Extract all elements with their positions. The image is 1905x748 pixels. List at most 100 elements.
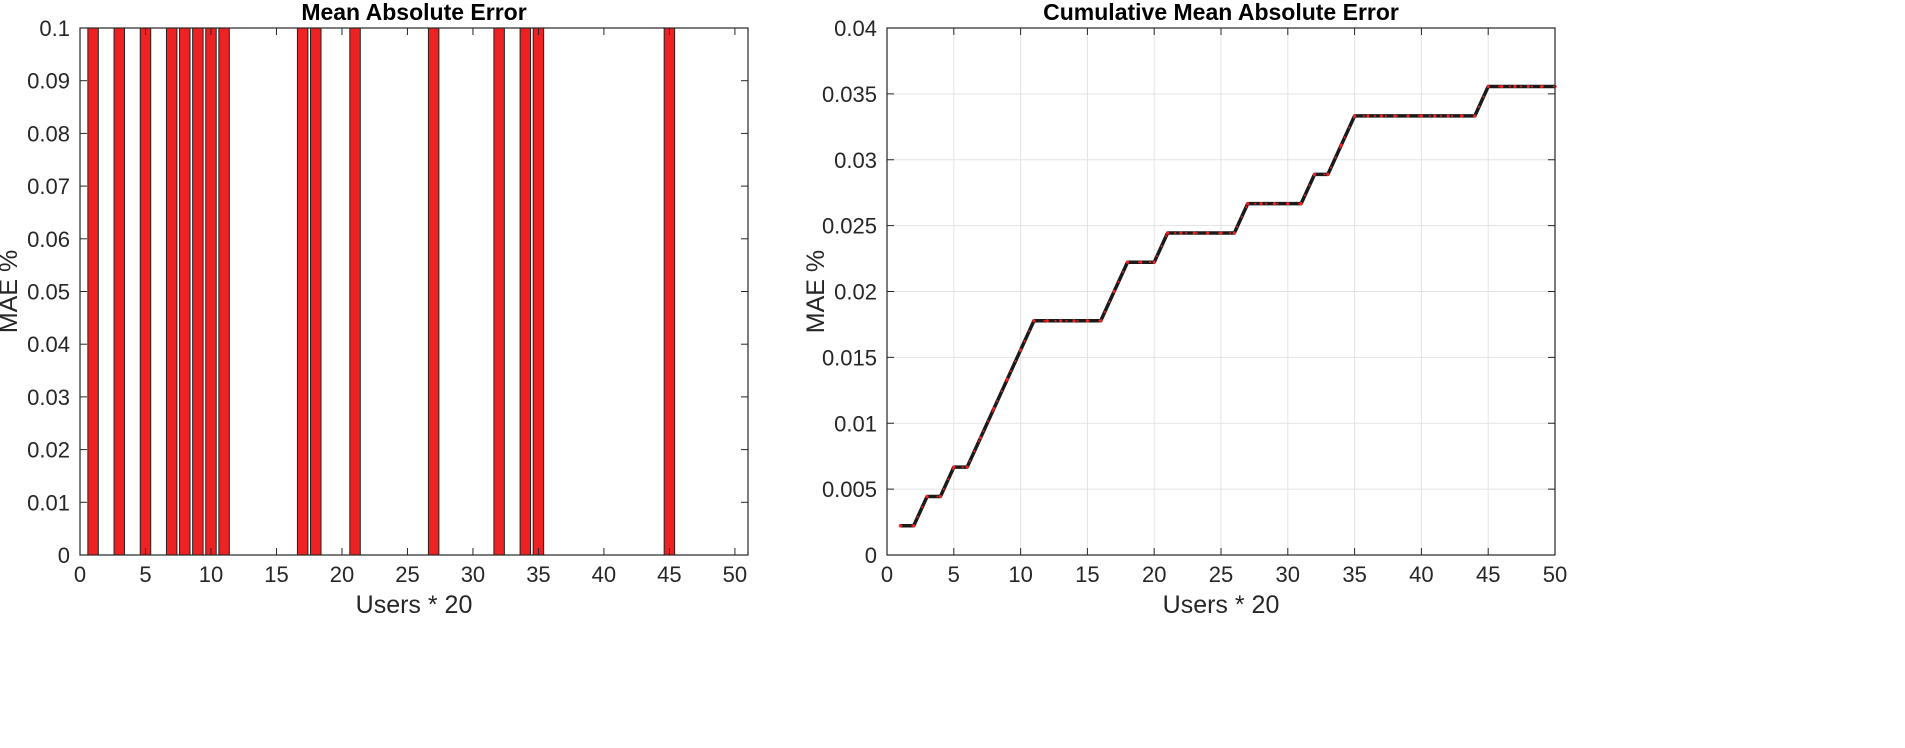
data-point xyxy=(978,436,983,440)
x-axis-label: Users * 20 xyxy=(1163,591,1280,619)
bar-mark xyxy=(296,27,309,556)
data-point xyxy=(1246,202,1250,206)
data-point xyxy=(1032,319,1036,323)
plot-area xyxy=(80,28,748,555)
bar-mark xyxy=(532,27,545,556)
y-tick-label: 0.025 xyxy=(822,214,877,239)
bar-mark xyxy=(663,27,676,556)
data-point xyxy=(992,407,996,411)
data-point xyxy=(1005,377,1009,381)
y-tick-label: 0.03 xyxy=(834,148,877,173)
y-tick-label: 0.04 xyxy=(27,332,70,357)
y-axis-label: MAE % xyxy=(0,250,23,333)
data-point xyxy=(1192,231,1196,235)
data-point xyxy=(898,524,902,528)
x-tick-label: 15 xyxy=(1075,562,1099,587)
data-point xyxy=(1045,319,1049,323)
data-point xyxy=(1473,114,1477,118)
y-tick-label: 0 xyxy=(58,543,70,568)
y-tick-label: 0.015 xyxy=(822,345,877,370)
x-tick-label: 30 xyxy=(1276,562,1300,587)
bar-mark xyxy=(349,27,361,556)
x-tick-label: 20 xyxy=(330,562,354,587)
y-tick-label: 0.1 xyxy=(39,16,70,41)
bar-mark xyxy=(87,27,99,556)
data-point xyxy=(1059,319,1063,323)
data-point xyxy=(1299,202,1303,206)
x-axis-label: Users * 20 xyxy=(356,591,473,619)
data-point xyxy=(938,494,943,499)
x-tick-label: 20 xyxy=(1142,562,1166,587)
series-line xyxy=(900,84,1555,528)
data-point xyxy=(1433,114,1437,118)
x-tick-label: 5 xyxy=(948,562,960,587)
data-point xyxy=(1206,231,1210,235)
y-tick-label: 0.01 xyxy=(27,490,70,515)
bar-mark xyxy=(519,27,532,556)
data-point xyxy=(1232,231,1236,235)
y-axis-label: MAE % xyxy=(802,250,830,333)
x-tick-label: 25 xyxy=(1209,562,1233,587)
y-tick-label: 0.08 xyxy=(27,121,70,146)
data-point xyxy=(1112,289,1116,294)
data-point xyxy=(1406,114,1410,118)
data-point xyxy=(1540,84,1544,89)
x-tick-label: 25 xyxy=(395,562,419,587)
data-point xyxy=(1326,172,1330,176)
data-point xyxy=(1486,84,1490,89)
y-tick-label: 0.09 xyxy=(27,69,70,94)
y-tick-label: 0.02 xyxy=(834,280,877,305)
bar-mark xyxy=(493,27,505,556)
y-tick-label: 0.04 xyxy=(834,16,877,41)
data-point xyxy=(1072,319,1076,323)
x-tick-label: 50 xyxy=(1543,562,1567,587)
bar-mark xyxy=(113,27,126,556)
y-tick-label: 0.005 xyxy=(822,477,877,502)
x-tick-label: 35 xyxy=(526,562,550,587)
x-tick-label: 0 xyxy=(74,562,86,587)
data-point xyxy=(925,494,929,499)
x-tick-label: 50 xyxy=(723,562,747,587)
data-point xyxy=(952,465,956,469)
data-point xyxy=(1259,202,1263,206)
x-tick-label: 35 xyxy=(1342,562,1366,587)
x-tick-label: 10 xyxy=(199,562,223,587)
x-tick-label: 0 xyxy=(881,562,893,587)
x-tick-label: 40 xyxy=(1409,562,1433,587)
data-point xyxy=(1099,319,1103,323)
cumulative-mae-line-chart: 0 5 10 15 20 25 30 35 40 45 50 0 0.005 0.01 0.015 0.02 0… xyxy=(802,0,1567,619)
x-tick-label: 15 xyxy=(264,562,288,587)
bar-mark xyxy=(192,27,204,556)
y-tick-label: 0.07 xyxy=(27,174,70,199)
y-tick-label: 0.06 xyxy=(27,227,70,252)
x-tick-label: 30 xyxy=(461,562,485,587)
data-point xyxy=(1393,114,1397,118)
data-point xyxy=(1459,114,1464,118)
data-point xyxy=(1085,319,1089,323)
data-point xyxy=(1019,348,1023,352)
y-tick-label: 0.03 xyxy=(27,385,70,410)
data-point xyxy=(1366,114,1370,118)
bar-mark xyxy=(218,27,230,556)
bar-mark xyxy=(205,27,217,556)
mae-bar-chart: 0 5 10 15 20 25 30 35 40 45 50 0 0.01 0.02 0.03 0.04 0.0… xyxy=(0,0,749,619)
x-tick-label: 40 xyxy=(592,562,616,587)
data-point xyxy=(1139,260,1143,264)
data-point xyxy=(1152,260,1156,264)
x-tick-label: 45 xyxy=(657,562,681,587)
y-tick-label: 0.05 xyxy=(27,280,70,305)
data-point xyxy=(1499,84,1504,89)
data-point xyxy=(1339,143,1343,147)
x-tick-label: 5 xyxy=(139,562,151,587)
y-tick-label: 0.035 xyxy=(822,82,877,107)
bar-mark xyxy=(427,27,440,556)
data-point xyxy=(1219,231,1223,235)
data-point xyxy=(1353,114,1357,118)
bar-mark xyxy=(179,27,191,556)
x-tick-label: 45 xyxy=(1476,562,1500,587)
data-point xyxy=(912,524,916,528)
data-point xyxy=(1312,172,1317,176)
bar-mark xyxy=(310,27,322,556)
data-point xyxy=(1272,202,1277,206)
